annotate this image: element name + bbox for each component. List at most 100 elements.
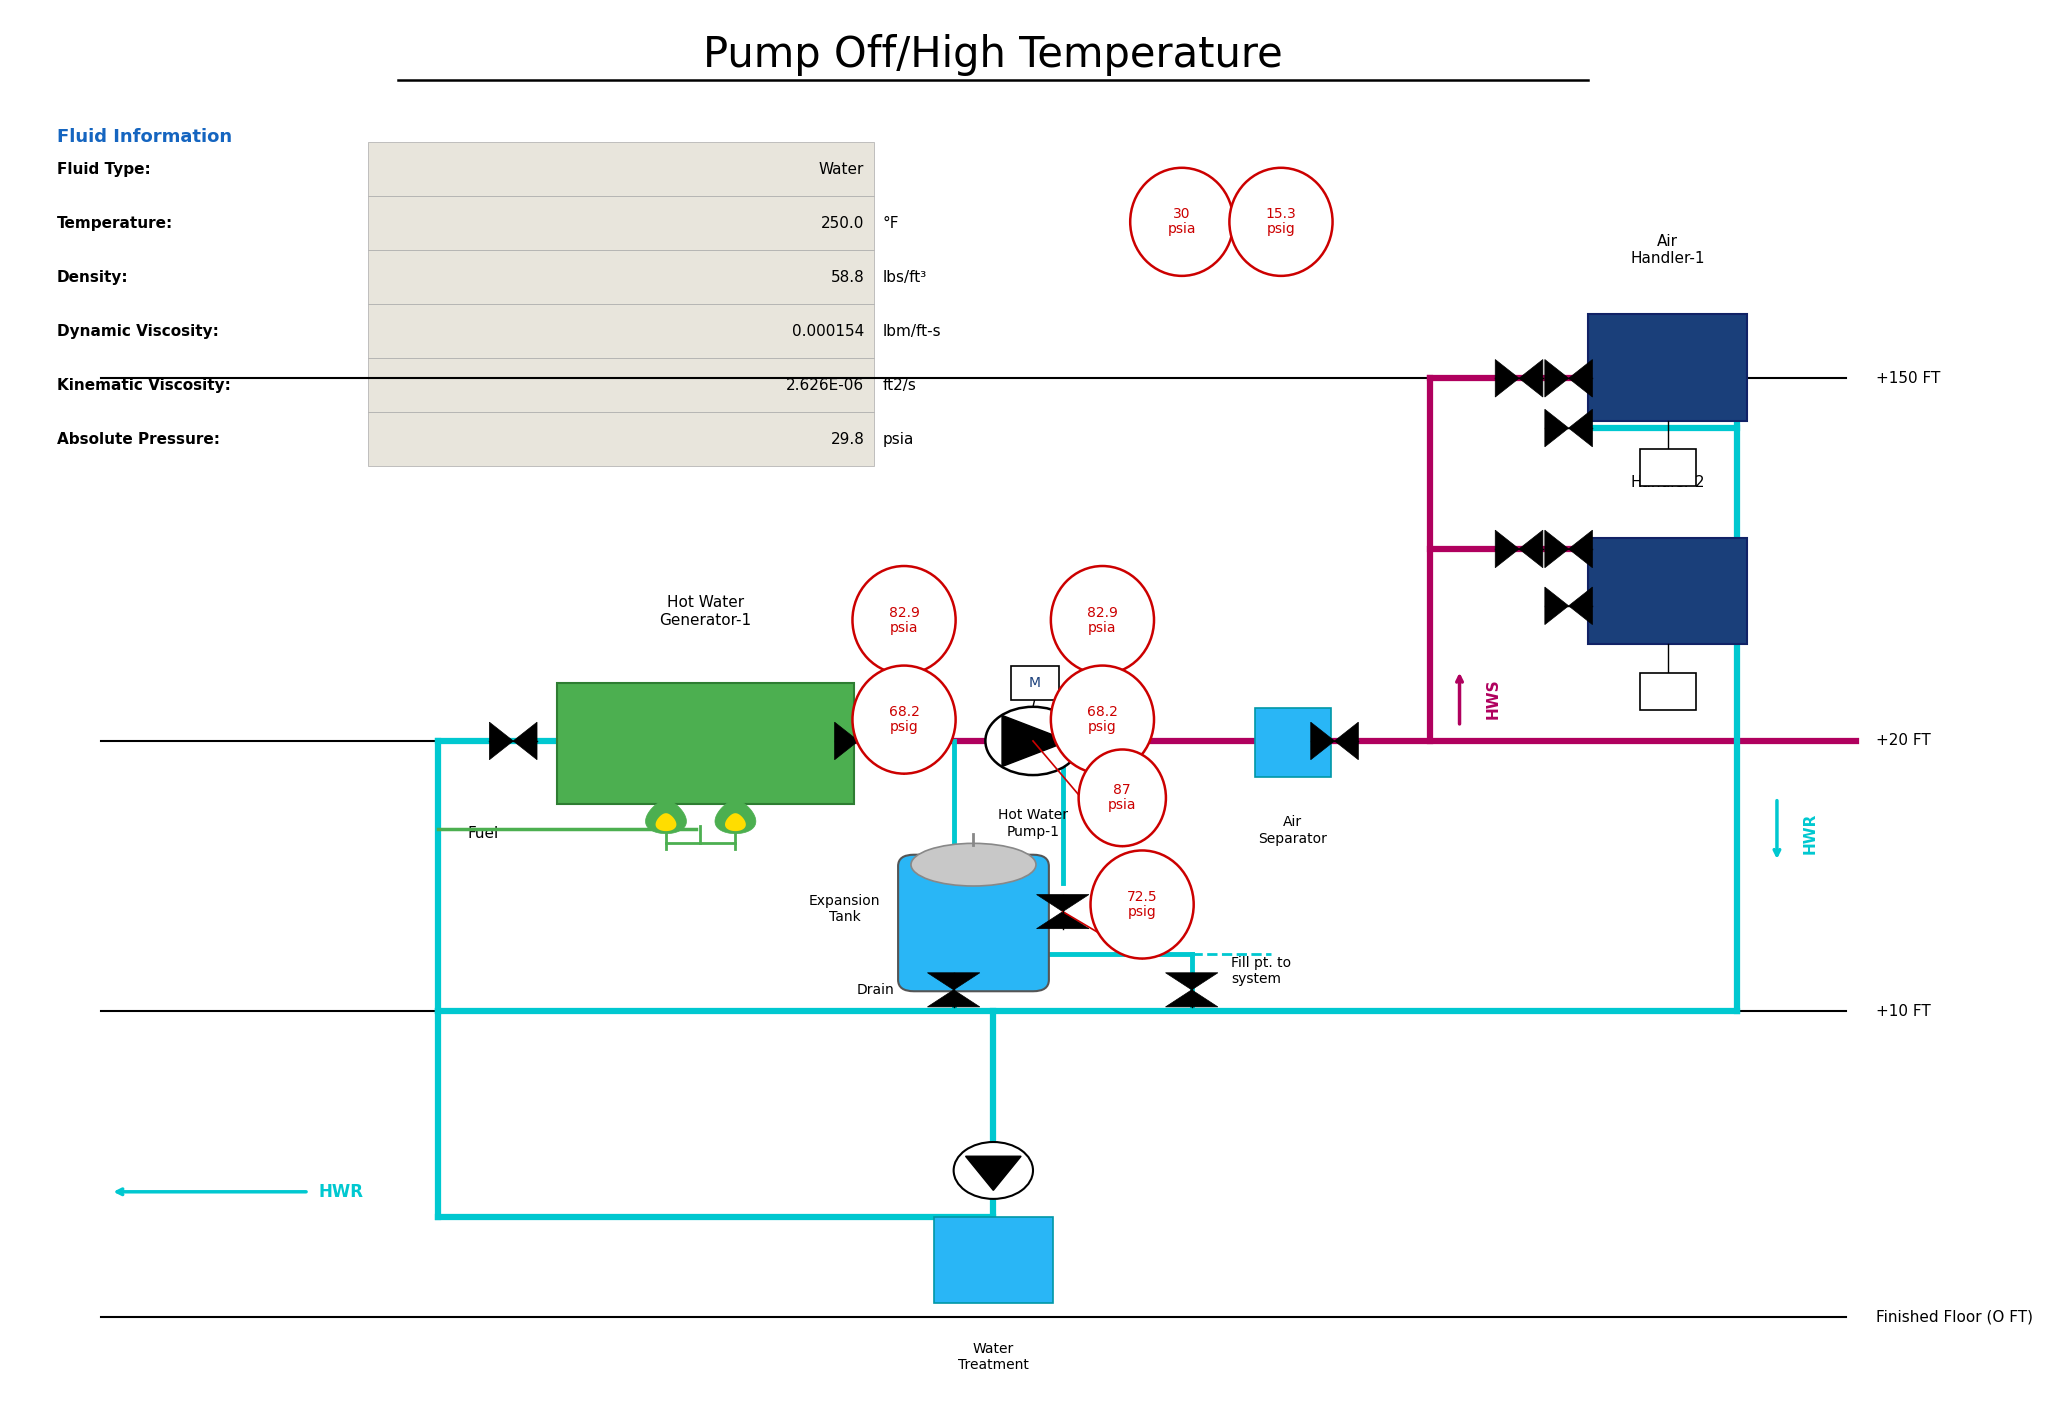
Text: Air
Separator: Air Separator [1258,815,1328,845]
Ellipse shape [853,665,956,774]
Text: Temperature:: Temperature: [58,215,173,231]
Text: ft2/s: ft2/s [882,378,917,393]
Polygon shape [1519,530,1542,567]
Text: 82.9
psia: 82.9 psia [888,606,919,634]
Text: Kinematic Viscosity:: Kinematic Viscosity: [58,378,230,393]
Text: +10 FT: +10 FT [1877,1003,1931,1019]
Text: Expansion
Tank: Expansion Tank [808,893,880,923]
Text: Water
Treatment: Water Treatment [958,1342,1028,1372]
FancyBboxPatch shape [368,412,874,466]
Ellipse shape [1131,168,1234,276]
FancyBboxPatch shape [368,142,874,197]
Text: Air
Handler-1: Air Handler-1 [1630,234,1704,266]
Text: Air
Handler-2: Air Handler-2 [1630,457,1704,490]
Text: Absolute Pressure:: Absolute Pressure: [58,432,220,447]
Polygon shape [859,722,882,760]
Text: Pump Off/High Temperature: Pump Off/High Temperature [703,34,1283,77]
Bar [557,683,855,804]
Text: Dynamic Viscosity:: Dynamic Viscosity: [58,323,218,339]
Polygon shape [1569,409,1593,447]
FancyBboxPatch shape [1012,665,1059,700]
Text: 82.9
psia: 82.9 psia [1088,606,1118,634]
Polygon shape [1544,530,1569,567]
FancyBboxPatch shape [368,251,874,305]
Text: +20 FT: +20 FT [1877,734,1931,748]
Polygon shape [1166,973,1217,990]
Text: Fluid Type:: Fluid Type: [58,161,150,177]
Text: 87
psia: 87 psia [1108,784,1137,812]
Circle shape [954,1141,1032,1198]
Polygon shape [1166,990,1217,1007]
Bar [1589,315,1748,420]
Polygon shape [1569,359,1593,398]
Polygon shape [1519,359,1542,398]
Text: +150 FT: +150 FT [1877,370,1941,386]
Text: 2.626E-06: 2.626E-06 [785,378,864,393]
Text: lbs/ft³: lbs/ft³ [882,269,927,285]
Text: M: M [1661,460,1674,475]
Text: HWR: HWR [1803,812,1818,854]
Ellipse shape [1051,566,1153,674]
Polygon shape [1001,715,1069,767]
Text: 29.8: 29.8 [831,432,864,447]
FancyBboxPatch shape [1641,673,1696,710]
Text: HWS: HWS [1484,678,1501,718]
Text: 15.3
psig: 15.3 psig [1266,207,1297,237]
Text: 58.8: 58.8 [831,269,864,285]
Polygon shape [1036,895,1090,912]
FancyBboxPatch shape [898,855,1049,992]
Polygon shape [656,814,676,831]
Bar [933,1217,1053,1302]
Polygon shape [835,722,859,760]
Text: Hot Water
Generator-1: Hot Water Generator-1 [660,596,752,628]
Polygon shape [1312,722,1334,760]
Text: psia: psia [882,432,913,447]
Ellipse shape [1079,750,1166,846]
Text: 0.000154: 0.000154 [792,323,864,339]
Text: Fill: Fill [1016,855,1034,869]
Polygon shape [927,973,981,990]
Polygon shape [1036,912,1090,929]
Text: Fill pt. to
system: Fill pt. to system [1232,956,1291,986]
Ellipse shape [911,844,1036,886]
Polygon shape [514,722,537,760]
Polygon shape [1544,359,1569,398]
Ellipse shape [1090,851,1195,959]
Polygon shape [1569,530,1593,567]
FancyBboxPatch shape [368,197,874,251]
Text: Density:: Density: [58,269,130,285]
Text: Finished Floor (O FT): Finished Floor (O FT) [1877,1310,2033,1324]
Text: Hot Water
Pump-1: Hot Water Pump-1 [997,808,1067,838]
Polygon shape [726,814,746,831]
Text: lbm/ft-s: lbm/ft-s [882,323,942,339]
Text: 30
psia: 30 psia [1168,207,1197,237]
Text: 72.5
psig: 72.5 psig [1127,891,1158,919]
Ellipse shape [853,566,956,674]
Ellipse shape [1229,168,1332,276]
Polygon shape [1544,587,1569,624]
FancyBboxPatch shape [1641,449,1696,486]
Polygon shape [1334,722,1359,760]
Text: M: M [1661,684,1674,698]
Text: 250.0: 250.0 [820,215,864,231]
Polygon shape [1495,359,1519,398]
Text: HWR: HWR [319,1183,364,1201]
Polygon shape [1495,530,1519,567]
Polygon shape [1569,587,1593,624]
Ellipse shape [1051,665,1153,774]
Polygon shape [489,722,514,760]
Polygon shape [966,1156,1022,1190]
Text: 68.2
psig: 68.2 psig [888,705,919,734]
Text: Fuel: Fuel [467,826,500,841]
Text: Fluid Information: Fluid Information [58,127,232,145]
Text: Water: Water [818,161,864,177]
Text: Drain: Drain [857,983,894,997]
Text: M: M [1028,675,1040,690]
Bar [1254,708,1330,777]
Bar [1589,537,1748,644]
Text: 68.2
psig: 68.2 psig [1088,705,1118,734]
Text: °F: °F [882,215,898,231]
FancyBboxPatch shape [368,358,874,412]
Polygon shape [646,801,687,834]
FancyBboxPatch shape [368,305,874,358]
